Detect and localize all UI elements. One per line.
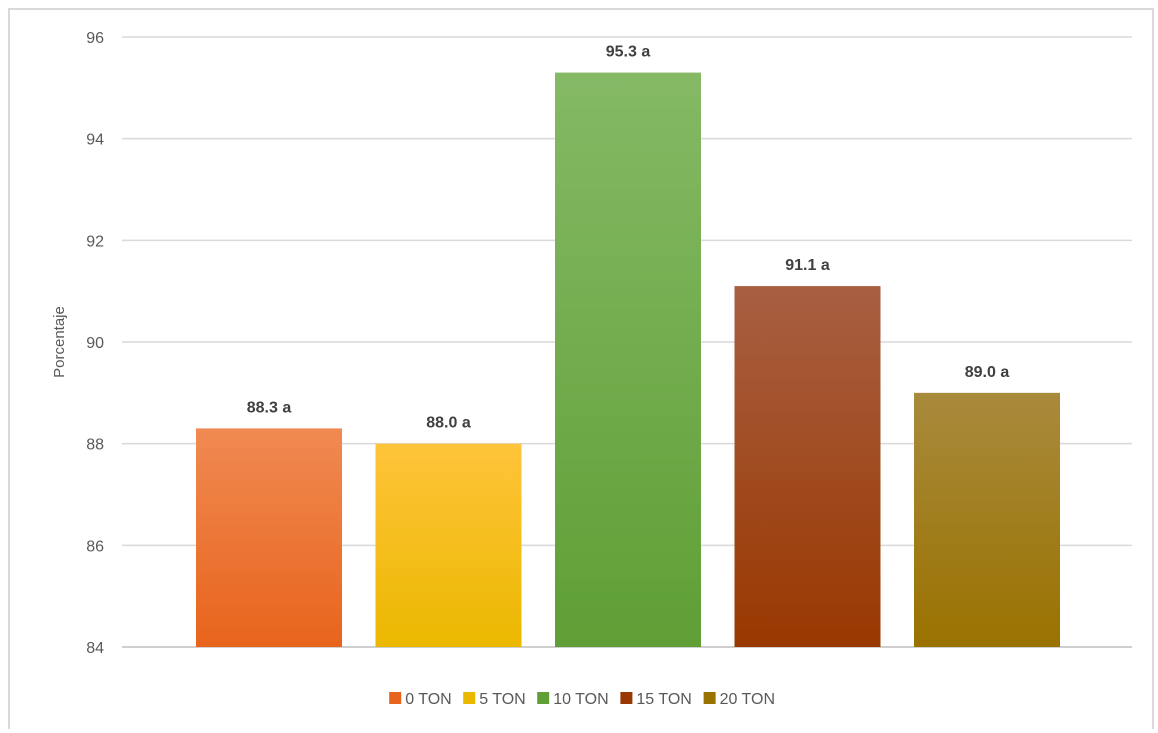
bars	[196, 72, 1060, 648]
legend-label: 20 TON	[720, 691, 775, 708]
legend-label: 10 TON	[553, 691, 608, 708]
y-axis-ticks: 84 86 88 90 92 94 96	[86, 30, 104, 657]
legend-swatch	[463, 692, 476, 704]
legend-label: 5 TON	[479, 691, 526, 708]
bar	[196, 428, 342, 647]
legend-swatch	[389, 692, 402, 704]
data-labels: 88.3 a 88.0 a 95.3 a 91.1 a 89.0 a	[247, 44, 1010, 432]
bar	[914, 392, 1060, 647]
legend-swatch	[537, 692, 550, 704]
legend-swatch	[703, 692, 716, 704]
bar	[375, 443, 522, 647]
y-tick-label: 88	[86, 437, 104, 454]
bar	[734, 286, 881, 647]
legend-label: 0 TON	[405, 691, 452, 708]
bar	[555, 72, 701, 648]
data-label: 89.0 a	[965, 364, 1010, 381]
y-tick-label: 94	[86, 132, 104, 149]
y-tick-label: 90	[86, 335, 104, 352]
legend: 0 TON 5 TON 10 TON 15 TON 20 TON	[389, 691, 775, 708]
y-tick-label: 92	[86, 233, 104, 250]
data-label: 95.3 a	[606, 44, 651, 61]
data-label: 88.0 a	[426, 415, 471, 432]
y-tick-label: 84	[86, 640, 104, 657]
y-tick-label: 86	[86, 538, 104, 555]
legend-label: 15 TON	[636, 691, 691, 708]
y-tick-label: 96	[86, 30, 104, 47]
y-axis-title: Porcentaje	[51, 306, 68, 378]
legend-swatch	[620, 692, 633, 704]
data-label: 88.3 a	[247, 399, 292, 416]
data-label: 91.1 a	[785, 257, 830, 274]
